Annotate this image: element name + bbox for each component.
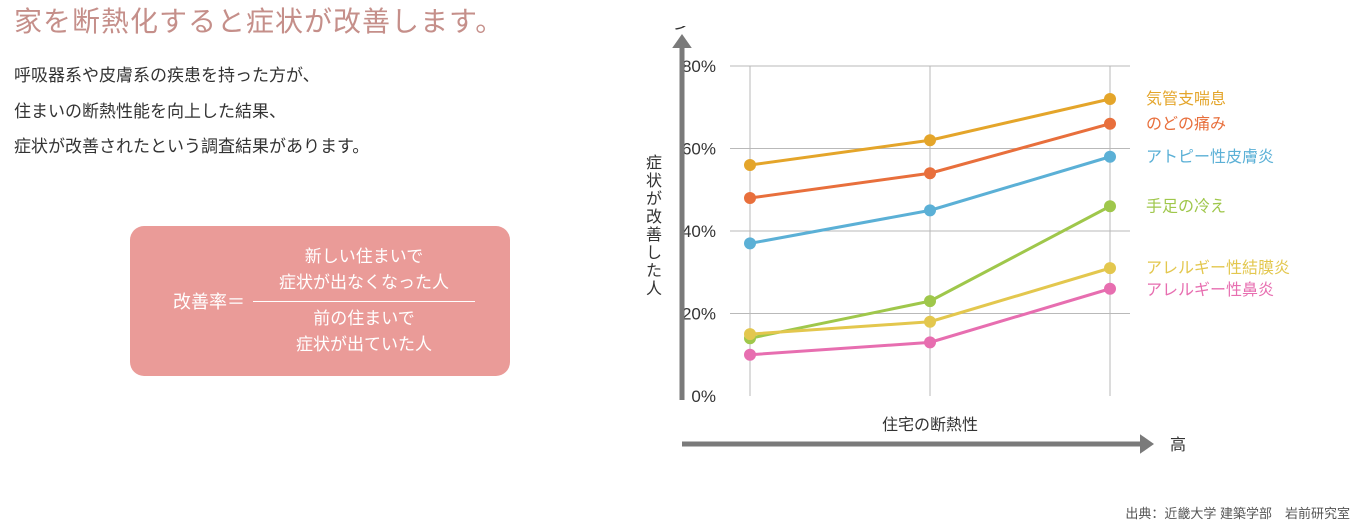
improvement-rate-formula: 改善率＝ 新しい住まいで症状が出なくなった人 前の住まいで症状が出ていた人 <box>130 226 510 376</box>
chart-y-top-label: 多 <box>674 26 690 32</box>
chart-series-label: のどの痛み <box>1146 115 1226 133</box>
chart-series-label: アトピー性皮膚炎 <box>1146 148 1274 166</box>
chart-y-axis-title: 善 <box>646 226 662 244</box>
improvement-chart: 0% 20% 40% 60% 80% 気管支喘息のどの痛みアトピー性皮膚炎手足の冷えアレル… <box>600 26 1340 466</box>
chart-y-tick-label: 0% <box>691 387 716 406</box>
chart-series-marker <box>924 316 936 328</box>
chart-series-marker <box>744 237 756 249</box>
chart-series-marker <box>1104 200 1116 212</box>
chart-series-marker <box>1104 118 1116 130</box>
page-title: 家を断熱化すると症状が改善します。 <box>14 0 504 40</box>
source-credit: 出典：近畿大学 建築学部 岩前研究室 <box>1125 503 1350 522</box>
chart-series-label: 気管支喘息 <box>1146 90 1226 108</box>
chart-y-axis-title: 状 <box>646 172 662 190</box>
formula-denominator: 前の住まいで症状が出ていた人 <box>253 301 475 363</box>
chart-series-marker <box>1104 283 1116 295</box>
chart-x-axis-title: 住宅の断熱性 <box>882 416 978 434</box>
chart-y-axis-title: し <box>646 245 662 262</box>
chart-y-axis-title: が <box>646 190 662 208</box>
chart-series-marker <box>924 295 936 307</box>
chart-series-marker <box>1104 93 1116 105</box>
chart-x-axis-arrowhead <box>1140 434 1154 454</box>
formula-fraction: 新しい住まいで症状が出なくなった人 前の住まいで症状が出ていた人 <box>253 240 475 362</box>
chart-series-marker <box>1104 151 1116 163</box>
chart-series-marker <box>924 134 936 146</box>
chart-series-marker <box>1104 262 1116 274</box>
chart-series-marker <box>924 167 936 179</box>
chart-series-marker <box>924 336 936 348</box>
chart-series-label: アレルギー性結膜炎 <box>1146 259 1290 277</box>
chart-y-axis-title: た <box>646 262 662 280</box>
chart-y-tick-label: 40% <box>682 222 716 241</box>
chart-series-label: アレルギー性鼻炎 <box>1146 281 1274 299</box>
chart-series-marker <box>924 204 936 216</box>
chart-y-axis-arrowhead <box>672 34 692 48</box>
chart-x-right-label: 高 <box>1170 436 1186 454</box>
chart-y-axis-title: 症 <box>646 154 662 172</box>
chart-y-tick-label: 80% <box>682 57 716 76</box>
chart-y-axis-title: 改 <box>646 208 662 226</box>
chart-series-marker <box>744 328 756 340</box>
description-text: 呼吸器系や皮膚系の疾患を持った方が、住まいの断熱性能を向上した結果、症状が改善さ… <box>14 58 369 165</box>
chart-series-marker <box>744 192 756 204</box>
chart-y-tick-label: 20% <box>682 305 716 324</box>
formula-lhs: 改善率＝ <box>165 288 253 314</box>
chart-series-marker <box>744 159 756 171</box>
chart-series-label: 手足の冷え <box>1146 197 1226 215</box>
chart-y-tick-label: 60% <box>682 140 716 159</box>
chart-series-marker <box>744 349 756 361</box>
chart-y-axis-title: 人 <box>646 280 662 298</box>
formula-numerator: 新しい住まいで症状が出なくなった人 <box>263 240 465 301</box>
